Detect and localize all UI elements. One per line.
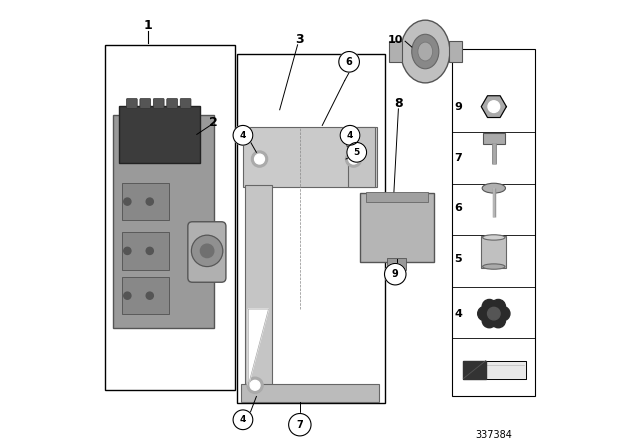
- Circle shape: [339, 52, 360, 72]
- Ellipse shape: [483, 235, 505, 240]
- Circle shape: [146, 247, 154, 254]
- Text: 5: 5: [354, 148, 360, 157]
- Circle shape: [482, 314, 497, 328]
- Ellipse shape: [412, 34, 439, 69]
- Ellipse shape: [483, 264, 505, 269]
- Circle shape: [385, 263, 406, 285]
- Text: 1: 1: [143, 19, 152, 33]
- Bar: [237, 54, 385, 403]
- FancyBboxPatch shape: [188, 222, 226, 282]
- Circle shape: [289, 414, 311, 436]
- FancyBboxPatch shape: [481, 236, 506, 268]
- FancyBboxPatch shape: [122, 232, 168, 270]
- Text: 7: 7: [454, 153, 462, 163]
- FancyBboxPatch shape: [180, 99, 191, 108]
- Circle shape: [347, 142, 367, 162]
- Text: 4: 4: [240, 131, 246, 140]
- FancyBboxPatch shape: [245, 185, 271, 397]
- Polygon shape: [463, 361, 526, 379]
- Circle shape: [233, 410, 253, 430]
- FancyBboxPatch shape: [113, 115, 214, 328]
- Circle shape: [124, 198, 131, 205]
- Circle shape: [200, 244, 214, 258]
- Text: 10: 10: [388, 35, 403, 45]
- Circle shape: [252, 151, 268, 167]
- FancyBboxPatch shape: [241, 384, 379, 402]
- Polygon shape: [248, 309, 269, 385]
- Text: 7: 7: [296, 420, 303, 430]
- Text: 4: 4: [347, 131, 353, 140]
- Text: 4: 4: [240, 415, 246, 424]
- Circle shape: [349, 154, 358, 164]
- FancyBboxPatch shape: [167, 99, 177, 108]
- FancyBboxPatch shape: [119, 106, 200, 163]
- Circle shape: [250, 380, 260, 390]
- Text: 3: 3: [296, 33, 304, 46]
- Bar: [105, 45, 235, 390]
- Text: 9: 9: [454, 102, 462, 112]
- Circle shape: [146, 292, 154, 299]
- Circle shape: [488, 307, 500, 320]
- Ellipse shape: [418, 42, 433, 61]
- FancyBboxPatch shape: [122, 183, 168, 220]
- Circle shape: [255, 154, 264, 164]
- Circle shape: [477, 306, 492, 321]
- Text: 5: 5: [454, 254, 462, 264]
- Circle shape: [482, 299, 497, 314]
- FancyBboxPatch shape: [360, 193, 435, 262]
- FancyBboxPatch shape: [348, 127, 374, 187]
- FancyBboxPatch shape: [243, 127, 377, 187]
- Text: 6: 6: [454, 203, 462, 213]
- FancyBboxPatch shape: [483, 133, 504, 144]
- Circle shape: [124, 292, 131, 299]
- Polygon shape: [463, 361, 486, 379]
- FancyBboxPatch shape: [366, 192, 428, 202]
- FancyBboxPatch shape: [388, 41, 401, 62]
- FancyBboxPatch shape: [140, 99, 150, 108]
- FancyBboxPatch shape: [122, 277, 168, 314]
- Ellipse shape: [401, 20, 450, 83]
- Text: 6: 6: [346, 57, 353, 67]
- FancyBboxPatch shape: [127, 99, 137, 108]
- Circle shape: [491, 314, 506, 328]
- Circle shape: [346, 151, 362, 167]
- Text: 2: 2: [209, 116, 218, 129]
- Text: 337384: 337384: [476, 431, 512, 440]
- Circle shape: [340, 125, 360, 145]
- Text: 8: 8: [394, 97, 403, 111]
- Circle shape: [233, 125, 253, 145]
- Bar: [452, 49, 535, 396]
- Text: 9: 9: [392, 269, 399, 279]
- Circle shape: [495, 306, 510, 321]
- Circle shape: [247, 377, 263, 393]
- FancyBboxPatch shape: [154, 99, 164, 108]
- Circle shape: [491, 299, 506, 314]
- Circle shape: [146, 198, 154, 205]
- Text: 4: 4: [454, 309, 462, 319]
- Circle shape: [488, 101, 500, 112]
- Circle shape: [124, 247, 131, 254]
- Polygon shape: [481, 96, 506, 117]
- Circle shape: [191, 235, 223, 267]
- FancyBboxPatch shape: [387, 258, 406, 270]
- FancyBboxPatch shape: [449, 41, 462, 62]
- Ellipse shape: [482, 183, 506, 193]
